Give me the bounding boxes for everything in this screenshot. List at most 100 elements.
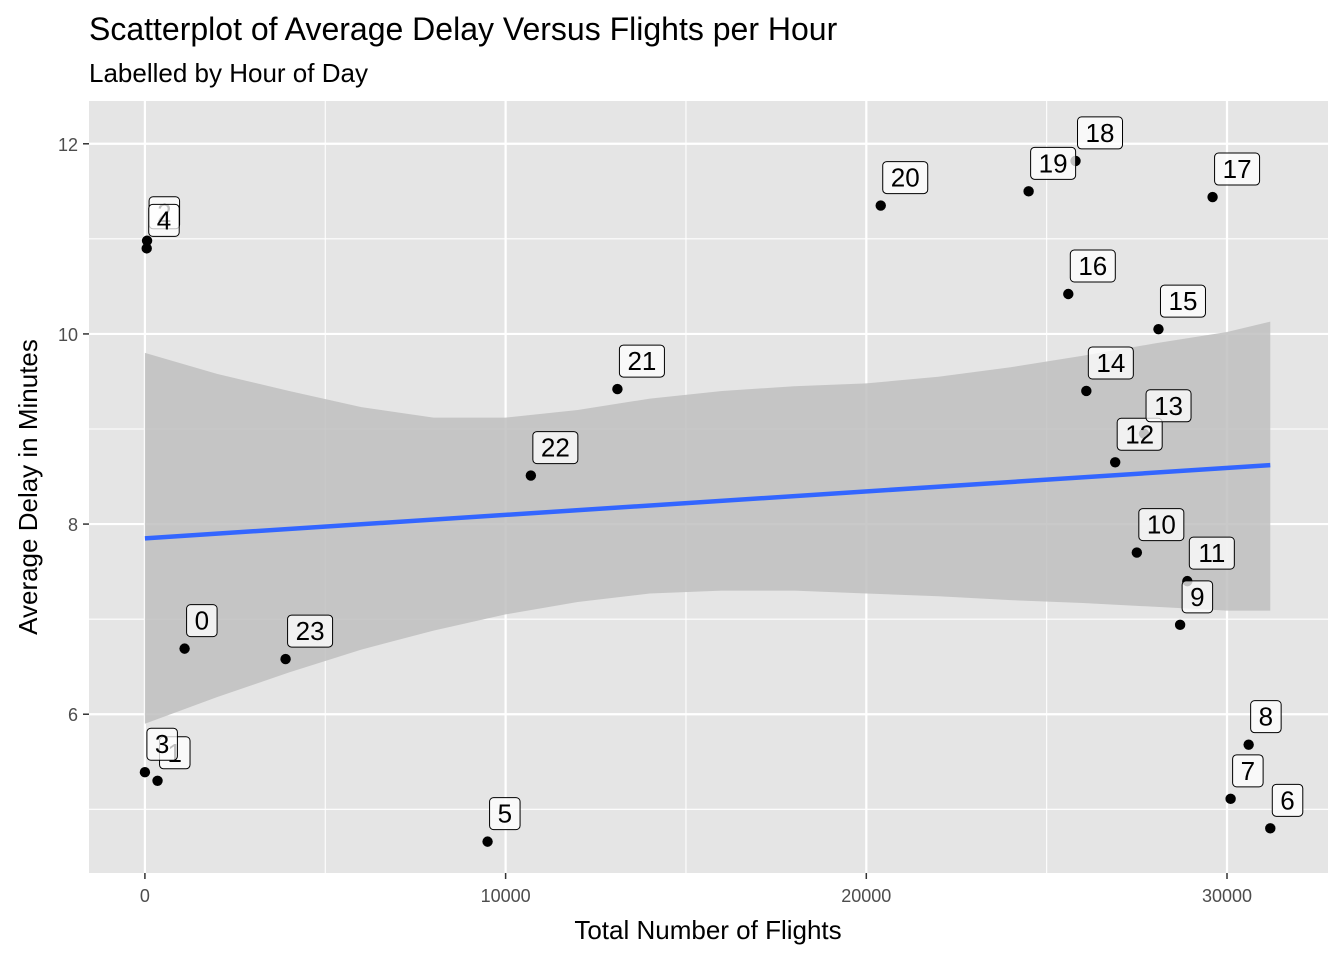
point-label-text: 19 — [1039, 148, 1068, 178]
y-tick-label: 10 — [58, 325, 78, 345]
point-label-box — [1116, 417, 1163, 451]
point-label-11: 11 — [1188, 536, 1235, 570]
point-label-22: 22 — [532, 431, 579, 465]
point-label-text: 9 — [1190, 582, 1204, 612]
point-label-box — [186, 604, 218, 638]
data-point-hour-19 — [1023, 186, 1034, 197]
point-label-10: 10 — [1138, 508, 1185, 542]
point-label-box — [618, 344, 665, 378]
point-label-17: 17 — [1214, 152, 1261, 186]
point-label-16: 16 — [1069, 249, 1116, 283]
data-point-hour-20 — [875, 200, 886, 211]
data-point-hour-8 — [1243, 739, 1254, 750]
point-labels: 01234567891011121314151617181920212223 — [146, 116, 1304, 831]
point-label-text: 14 — [1096, 348, 1125, 378]
data-point-hour-5 — [482, 836, 493, 847]
x-tick-label: 0 — [140, 886, 150, 906]
point-label-21: 21 — [618, 344, 665, 378]
point-label-14: 14 — [1087, 346, 1134, 380]
data-point-hour-23 — [280, 653, 291, 665]
data-point-hour-14 — [1081, 385, 1092, 397]
point-label-20: 20 — [882, 161, 929, 195]
point-label-text: 13 — [1154, 391, 1183, 421]
data-point-hour-10 — [1131, 547, 1143, 558]
point-label-text: 3 — [155, 729, 169, 759]
point-label-7: 7 — [1232, 754, 1264, 788]
point-label-text: 11 — [1198, 538, 1225, 568]
data-point-hour-15 — [1153, 323, 1164, 335]
data-point-hour-2 — [141, 235, 153, 246]
point-label-12: 12 — [1116, 417, 1163, 451]
point-label-text: 7 — [1241, 756, 1255, 786]
data-point-hour-6 — [1265, 823, 1276, 834]
data-point-hour-21 — [612, 383, 623, 395]
y-tick-label: 8 — [68, 515, 78, 535]
point-label-box — [148, 203, 180, 237]
point-label-box — [882, 161, 929, 195]
point-label-text: 5 — [498, 799, 512, 829]
point-label-box — [1250, 700, 1282, 734]
point-label-box — [1214, 152, 1261, 186]
point-label-box — [1181, 580, 1214, 614]
point-label-box — [489, 797, 521, 831]
point-label-box — [1159, 284, 1206, 318]
point-label-6: 6 — [1271, 783, 1304, 817]
point-label-5: 5 — [489, 797, 521, 831]
point-label-text: 0 — [195, 606, 209, 636]
point-label-text: 12 — [1125, 419, 1154, 449]
trend-line — [144, 462, 1271, 541]
point-label-box — [1232, 754, 1264, 788]
point-label-box — [1087, 346, 1134, 380]
y-tick-label: 6 — [68, 705, 78, 725]
data-point-hour-1 — [152, 775, 163, 786]
data-point-hour-9 — [1174, 619, 1186, 631]
point-label-box — [1069, 249, 1116, 283]
point-label-text: 18 — [1086, 118, 1115, 148]
point-label-text: 15 — [1169, 286, 1198, 316]
confidence-band — [144, 321, 1271, 724]
data-point-hour-16 — [1063, 288, 1074, 300]
point-label-0: 0 — [186, 604, 218, 638]
point-label-8: 8 — [1250, 700, 1282, 734]
data-point-hour-17 — [1207, 191, 1218, 203]
chart-subtitle: Labelled by Hour of Day — [89, 58, 368, 88]
point-label-text: 10 — [1147, 510, 1176, 540]
point-label-box — [287, 614, 334, 648]
data-point-hour-4 — [141, 243, 152, 254]
point-label-text: 4 — [157, 205, 171, 235]
point-label-box — [1188, 536, 1235, 570]
data-point-hour-22 — [525, 470, 537, 481]
point-label-box — [1271, 783, 1304, 817]
point-label-4: 4 — [148, 203, 180, 237]
point-label-text: 8 — [1259, 702, 1273, 732]
point-label-box — [1138, 508, 1185, 542]
point-label-3: 3 — [146, 727, 178, 761]
point-label-box — [1077, 116, 1124, 150]
point-label-15: 15 — [1159, 284, 1206, 318]
chart-title: Scatterplot of Average Delay Versus Flig… — [89, 11, 838, 47]
data-point-hour-12 — [1109, 457, 1121, 468]
point-label-text: 17 — [1223, 154, 1252, 184]
point-label-text: 23 — [296, 616, 325, 646]
point-label-18: 18 — [1077, 116, 1124, 150]
point-label-box — [1030, 146, 1077, 180]
point-label-text: 20 — [891, 163, 920, 193]
point-label-13: 13 — [1145, 389, 1192, 423]
y-axis-title: Average Delay in Minutes — [13, 339, 43, 635]
y-tick-label: 12 — [58, 135, 78, 155]
point-label-19: 19 — [1030, 146, 1077, 180]
data-point-hour-7 — [1225, 793, 1236, 805]
x-tick-label: 20000 — [841, 886, 891, 906]
point-label-box — [1145, 389, 1192, 423]
data-point-hour-3 — [139, 767, 151, 778]
point-label-23: 23 — [287, 614, 334, 648]
x-axis: 0 10000 20000 30000 — [140, 873, 1252, 906]
point-label-box — [146, 727, 178, 761]
point-label-9: 9 — [1181, 580, 1214, 614]
point-label-text: 6 — [1280, 785, 1294, 815]
point-label-text: 16 — [1078, 251, 1107, 281]
data-point-hour-0 — [179, 643, 190, 654]
point-label-box — [532, 431, 579, 465]
y-axis: 6 8 10 12 — [58, 135, 89, 725]
